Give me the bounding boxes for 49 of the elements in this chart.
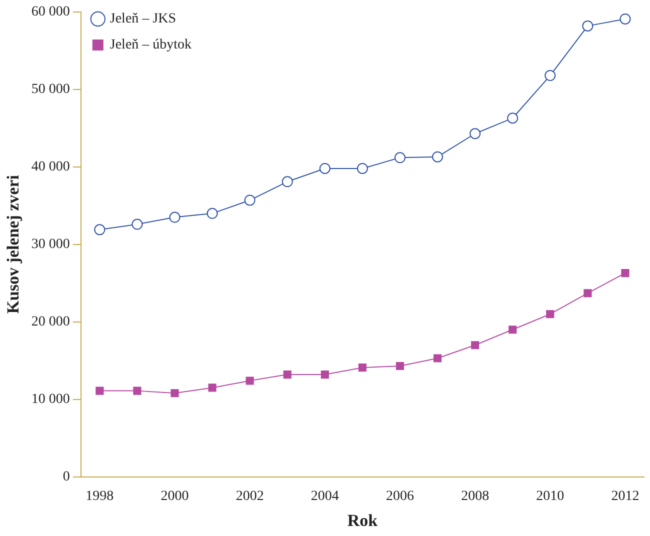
point bbox=[244, 194, 256, 206]
y-tick-label: 10 000 bbox=[31, 392, 70, 408]
x-tick-label: 2012 bbox=[611, 488, 640, 504]
point bbox=[208, 384, 216, 392]
point bbox=[433, 354, 442, 362]
legend-label: Jeleň – JKS bbox=[110, 12, 176, 27]
point bbox=[621, 269, 630, 278]
point bbox=[320, 370, 329, 379]
point bbox=[246, 376, 254, 385]
x-tick-label: 2000 bbox=[160, 488, 189, 504]
x-tick-label: 2008 bbox=[461, 488, 490, 504]
point bbox=[471, 341, 480, 350]
x-tick-label: 2002 bbox=[236, 488, 264, 504]
point bbox=[169, 212, 180, 223]
point bbox=[96, 386, 104, 395]
point bbox=[432, 151, 444, 162]
point bbox=[133, 386, 142, 395]
point bbox=[620, 13, 631, 24]
legend-label: Jeleň – úbytok bbox=[110, 38, 192, 53]
point bbox=[396, 362, 404, 370]
point bbox=[319, 162, 330, 174]
y-axis-title: Kusov jelenej zveri bbox=[4, 174, 23, 314]
point bbox=[283, 370, 292, 379]
x-axis-title: Rok bbox=[347, 511, 378, 530]
point bbox=[394, 152, 406, 164]
point bbox=[132, 218, 143, 230]
point bbox=[584, 289, 592, 298]
y-tick-label: 20 000 bbox=[31, 314, 70, 330]
y-tick-label: 30 000 bbox=[31, 237, 70, 252]
x-tick-label: 1998 bbox=[86, 488, 114, 504]
y-tick-label: 50 000 bbox=[31, 82, 70, 98]
point bbox=[507, 112, 518, 124]
point bbox=[470, 128, 481, 140]
point bbox=[356, 162, 368, 174]
point bbox=[358, 364, 366, 372]
point bbox=[544, 70, 556, 82]
x-tick-label: 2010 bbox=[536, 488, 564, 504]
point bbox=[282, 176, 293, 188]
x-tick-label: 2004 bbox=[310, 488, 339, 504]
point bbox=[582, 20, 594, 32]
y-tick-label: 40 000 bbox=[31, 160, 70, 175]
point bbox=[170, 389, 179, 398]
x-tick-label: 2006 bbox=[386, 488, 414, 504]
point bbox=[546, 310, 554, 318]
y-tick-label: 60 000 bbox=[31, 4, 70, 20]
point bbox=[94, 224, 106, 236]
point bbox=[508, 326, 517, 334]
point bbox=[206, 208, 218, 219]
y-tick-label: 0 bbox=[62, 469, 70, 484]
